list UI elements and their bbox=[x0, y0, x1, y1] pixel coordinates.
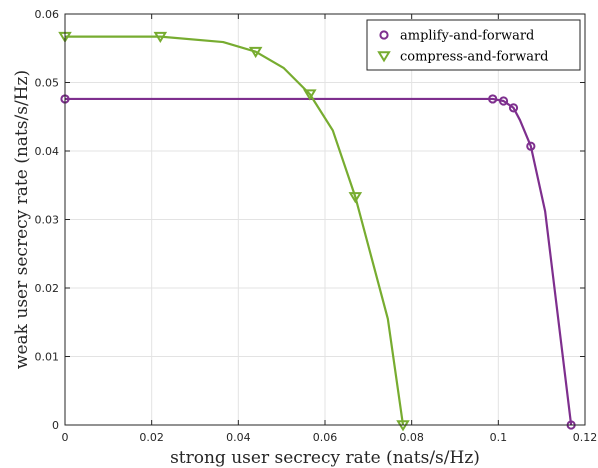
data-point-marker bbox=[303, 89, 317, 101]
x-tick-label: 0.12 bbox=[573, 431, 598, 444]
data-point-marker bbox=[348, 192, 363, 204]
x-tick-label: 0.04 bbox=[226, 431, 251, 444]
series-compress-and-forward bbox=[58, 31, 410, 432]
legend-entry-label: amplify-and-forward bbox=[400, 29, 534, 44]
series-line bbox=[65, 97, 573, 426]
data-point-marker bbox=[488, 94, 498, 104]
y-tick-label: 0.03 bbox=[35, 214, 60, 227]
y-tick-label: 0.02 bbox=[35, 282, 60, 295]
x-tick-label: 0.1 bbox=[490, 431, 508, 444]
legend-marker bbox=[377, 51, 391, 63]
x-tick-label: 0.06 bbox=[313, 431, 338, 444]
x-tick-label: 0.02 bbox=[139, 431, 164, 444]
data-point-marker bbox=[248, 46, 263, 59]
data-point-marker bbox=[498, 96, 509, 106]
data-point-marker bbox=[526, 141, 536, 151]
legend-marker bbox=[379, 30, 389, 40]
grid bbox=[64, 13, 586, 426]
y-tick-label: 0.05 bbox=[35, 77, 60, 90]
x-axis-title: strong user secrecy rate (nats/s/Hz) bbox=[170, 448, 480, 468]
y-tick-label: 0.06 bbox=[35, 8, 60, 21]
legend: amplify-and-forward compress-and-forward bbox=[366, 19, 581, 71]
legend-entry-label: compress-and-forward bbox=[400, 50, 549, 65]
y-tick-label: 0.04 bbox=[35, 145, 60, 158]
legend-box bbox=[366, 19, 581, 71]
data-point-marker bbox=[508, 103, 519, 113]
data-point-marker bbox=[153, 31, 168, 44]
series-line bbox=[65, 35, 405, 426]
x-tick-label: 0 bbox=[62, 431, 69, 444]
y-tick-label: 0.01 bbox=[35, 351, 60, 364]
y-axis-title: weak user secrecy rate (nats/s/Hz) bbox=[12, 70, 32, 369]
x-tick-label: 0.08 bbox=[399, 431, 424, 444]
series-amplify-and-forward bbox=[60, 94, 576, 430]
axis-ticks: 0 0.02 0.04 0.06 0.08 0.1 0.12 0 0.01 0.02 0.03 0.0… bbox=[35, 8, 598, 444]
series-layer bbox=[58, 31, 576, 432]
y-tick-label: 0 bbox=[52, 419, 59, 432]
